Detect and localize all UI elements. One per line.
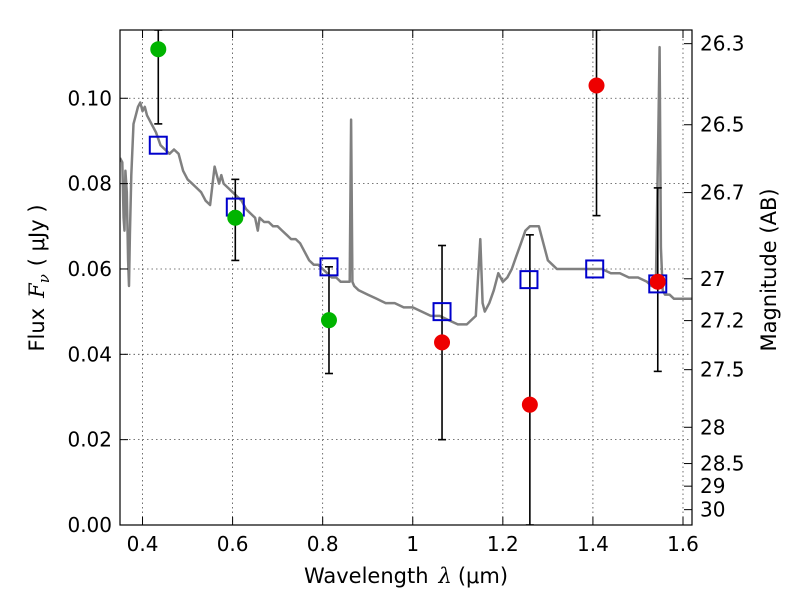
- y-tick-label: 0.08: [67, 172, 112, 196]
- y2-tick-label: 27.2: [700, 309, 745, 333]
- y2-tick-label: 26.5: [700, 113, 745, 137]
- y2-tick-label: 28.5: [700, 452, 745, 476]
- y2-tick-label: 27.5: [700, 358, 745, 382]
- axis-ticks: 0.4 0.6 0.8 1 1.2 1.4 1.6 0.00 0.02 0.04 0.06 0.08 0…: [67, 30, 745, 556]
- x-tick-label: 1.4: [577, 532, 609, 556]
- x-tick-label: 1.2: [487, 532, 519, 556]
- x-tick-label: 0.8: [307, 532, 339, 556]
- marker-layer: [148, 41, 668, 413]
- y2-tick-label: 26.3: [700, 32, 745, 56]
- y2-axis-label: Magnitude (AB): [757, 188, 781, 351]
- model-spectrum-layer: [120, 45, 692, 326]
- x-tick-label: 1.6: [667, 532, 699, 556]
- plot-frame: [119, 29, 693, 526]
- model-photometry-point: [519, 270, 539, 290]
- observed-point: [588, 77, 605, 94]
- model-photometry-point: [148, 135, 168, 155]
- y2-tick-label: 30: [700, 498, 725, 522]
- x-axis-label: Wavelength λ (μm): [304, 564, 508, 588]
- x-tick-label: 1: [406, 532, 419, 556]
- y-tick-label: 0.00: [67, 513, 112, 537]
- model-photometry-point: [432, 302, 452, 322]
- y-tick-label: 0.10: [67, 86, 112, 110]
- y2-tick-label: 28: [700, 415, 725, 439]
- observed-point: [649, 273, 666, 290]
- y2-tick-label: 27: [700, 267, 725, 291]
- observed-point: [150, 41, 167, 58]
- model-photometry-point: [585, 259, 605, 279]
- observed-point: [434, 334, 451, 351]
- y2-tick-label: 29: [700, 474, 725, 498]
- observed-point: [227, 209, 244, 226]
- model-photometry-point: [319, 257, 339, 277]
- x-tick-label: 0.4: [127, 532, 159, 556]
- x-tick-label: 0.6: [217, 532, 249, 556]
- model-spectrum-line: [120, 45, 692, 326]
- y-tick-label: 0.04: [67, 342, 112, 366]
- observed-point: [521, 396, 538, 413]
- y-axis-label: FluxFν( μJy ): [25, 204, 53, 351]
- y-tick-label: 0.06: [67, 257, 112, 281]
- y2-tick-label: 26.7: [700, 181, 745, 205]
- observed-point: [320, 312, 337, 329]
- y-tick-label: 0.02: [67, 428, 112, 452]
